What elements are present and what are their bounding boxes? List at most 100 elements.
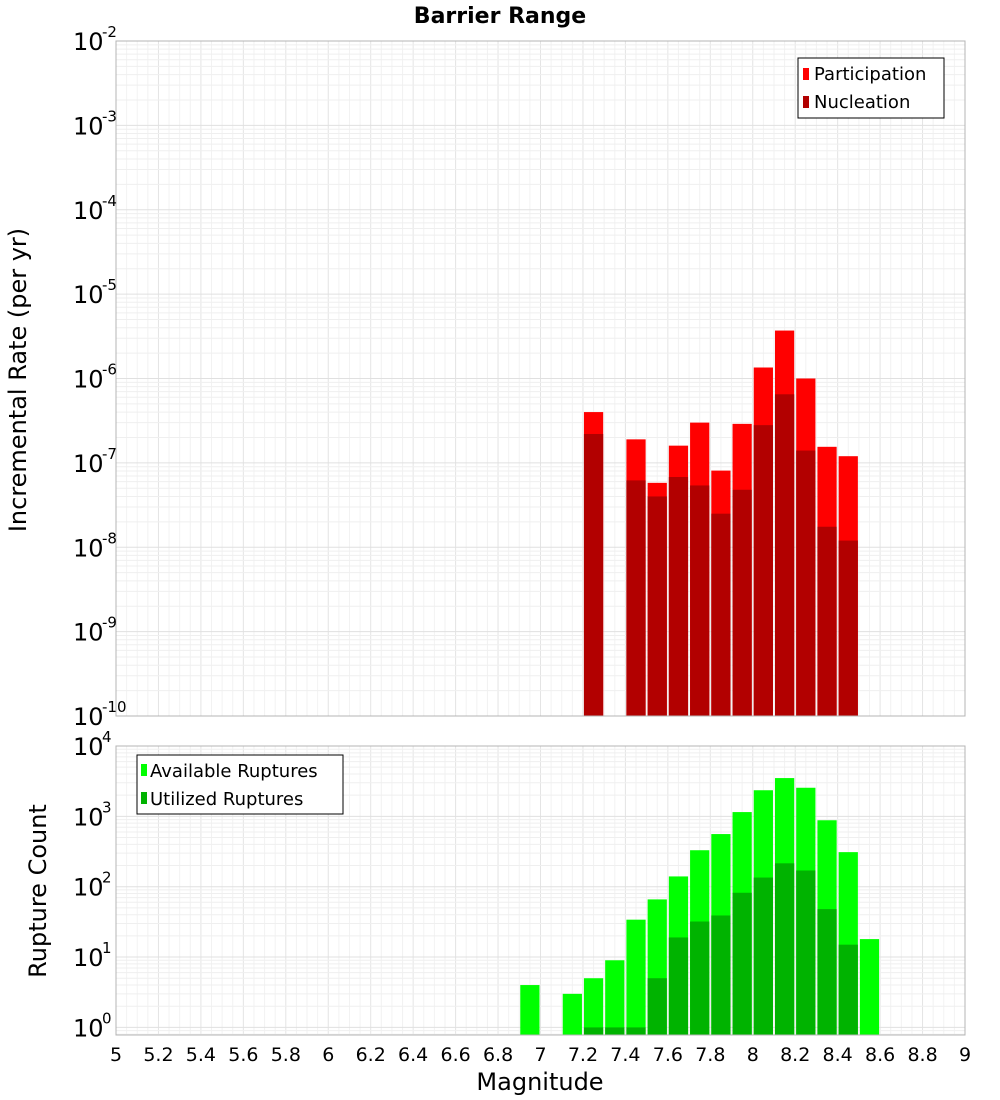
x-tick-label: 7 (534, 1044, 546, 1066)
bottom-plot-border (115, 745, 966, 1036)
top-legend-box (797, 57, 945, 119)
top-y-tick-label: 10 (73, 366, 104, 394)
bar-available-ruptures (626, 919, 646, 1035)
x-tick-label: 5.8 (271, 1044, 301, 1066)
x-tick-label: 6.2 (356, 1044, 386, 1066)
x-tick-label: 5.4 (186, 1044, 216, 1066)
bottom-bars (520, 778, 880, 1035)
bar-available-ruptures (859, 939, 880, 1035)
bottom-legend: Available Ruptures Utilized Ruptures (136, 754, 344, 815)
legend-label-participation: Participation (814, 64, 926, 85)
x-axis-label: Magnitude (476, 1068, 603, 1096)
chart-title: Barrier Range (414, 4, 586, 29)
bar-nucleation (753, 425, 773, 716)
top-y-tick-label: 10 (73, 450, 104, 478)
bar-utilized-ruptures (838, 944, 858, 1035)
legend-swatch-participation (803, 68, 809, 80)
bar-utilized-ruptures (753, 877, 773, 1035)
top-plot-border (115, 40, 966, 717)
x-tick-label: 8.4 (823, 1044, 853, 1066)
bar-available-ruptures (583, 978, 604, 1035)
bottom-y-tick-label: 10 (73, 733, 104, 761)
bar-utilized-ruptures (605, 1027, 625, 1035)
legend-label-nucleation: Nucleation (814, 92, 910, 113)
x-tick-label: 8 (747, 1044, 759, 1066)
bottom-y-tick-label: 10 (73, 803, 104, 831)
bottom-y-tick-label: 10 (73, 874, 104, 902)
bar-nucleation (711, 513, 731, 716)
top-y-tick-label: 10 (73, 534, 104, 562)
top-bars (583, 330, 858, 716)
top-y-tick-exponent: -2 (102, 23, 117, 41)
bar-nucleation (583, 433, 604, 716)
legend-swatch-nucleation (803, 96, 809, 108)
bar-available-ruptures (562, 993, 582, 1035)
top-y-tick-label: 10 (73, 112, 104, 140)
top-y-tick-label: 10 (73, 197, 104, 225)
x-tick-label: 7.8 (695, 1044, 725, 1066)
bar-utilized-ruptures (796, 870, 816, 1035)
bottom-y-tick-exponent: 4 (102, 728, 112, 746)
bottom-y-tick-label: 10 (73, 1014, 104, 1042)
bottom-legend-box (136, 754, 344, 815)
top-y-tick-exponent: -3 (102, 107, 117, 125)
x-tick-label: 6 (322, 1044, 334, 1066)
x-ticks: 5 5.2 5.4 5.6 5.8 6 6.2 6.4 6.6 6.8 7 7.2 7.4 7.6 7.8 8… (110, 1044, 971, 1066)
bottom-y-tick-exponent: 1 (102, 939, 112, 957)
x-tick-label: 6.4 (398, 1044, 428, 1066)
x-tick-label: 7.6 (653, 1044, 683, 1066)
top-y-tick-exponent: -5 (102, 276, 117, 294)
top-y-tick-label: 10 (73, 619, 104, 647)
bar-nucleation (817, 526, 837, 716)
legend-label-available: Available Ruptures (150, 761, 318, 782)
bar-utilized-ruptures (817, 909, 837, 1035)
bar-available-ruptures (605, 960, 625, 1035)
x-tick-label: 7.4 (610, 1044, 640, 1066)
x-tick-label: 8.8 (907, 1044, 937, 1066)
bar-available-ruptures (520, 985, 540, 1035)
bar-nucleation (796, 450, 816, 716)
x-tick-label: 5.6 (228, 1044, 258, 1066)
top-y-tick-exponent: -6 (102, 361, 117, 379)
bar-utilized-ruptures (774, 863, 795, 1035)
top-y-tick-exponent: -9 (102, 614, 117, 632)
bar-nucleation (774, 394, 795, 716)
x-tick-label: 8.6 (865, 1044, 895, 1066)
top-legend: Participation Nucleation (797, 57, 945, 119)
bar-nucleation (838, 540, 858, 716)
top-y-tick-label: 10 (73, 703, 104, 731)
legend-swatch-utilized (141, 792, 147, 804)
bottom-y-tick-label: 10 (73, 944, 104, 972)
bar-utilized-ruptures (668, 937, 689, 1035)
x-tick-label: 8.2 (780, 1044, 810, 1066)
bottom-y-tick-exponent: 3 (102, 798, 112, 816)
x-tick-label: 9 (959, 1044, 971, 1066)
bar-utilized-ruptures (583, 1027, 604, 1035)
bar-utilized-ruptures (647, 978, 667, 1035)
bottom-y-tick-exponent: 0 (102, 1009, 112, 1027)
legend-label-utilized: Utilized Ruptures (150, 789, 303, 810)
bar-utilized-ruptures (732, 892, 752, 1035)
bottom-y-axis-label: Rupture Count (24, 804, 52, 978)
bar-nucleation (668, 477, 689, 716)
top-y-tick-label: 10 (73, 28, 104, 56)
x-tick-label: 6.6 (440, 1044, 470, 1066)
bar-utilized-ruptures (626, 1027, 646, 1035)
bar-nucleation (647, 496, 667, 716)
top-gridlines (115, 41, 966, 717)
top-y-tick-label: 10 (73, 281, 104, 309)
bar-utilized-ruptures (690, 921, 710, 1035)
x-tick-label: 6.8 (483, 1044, 513, 1066)
top-y-tick-exponent: -7 (102, 445, 117, 463)
top-y-tick-exponent: -4 (102, 192, 117, 210)
x-tick-label: 5 (110, 1044, 122, 1066)
bar-nucleation (626, 480, 646, 716)
top-y-axis-label: Incremental Rate (per yr) (4, 228, 32, 532)
x-tick-label: 7.2 (568, 1044, 598, 1066)
bar-nucleation (690, 485, 710, 716)
